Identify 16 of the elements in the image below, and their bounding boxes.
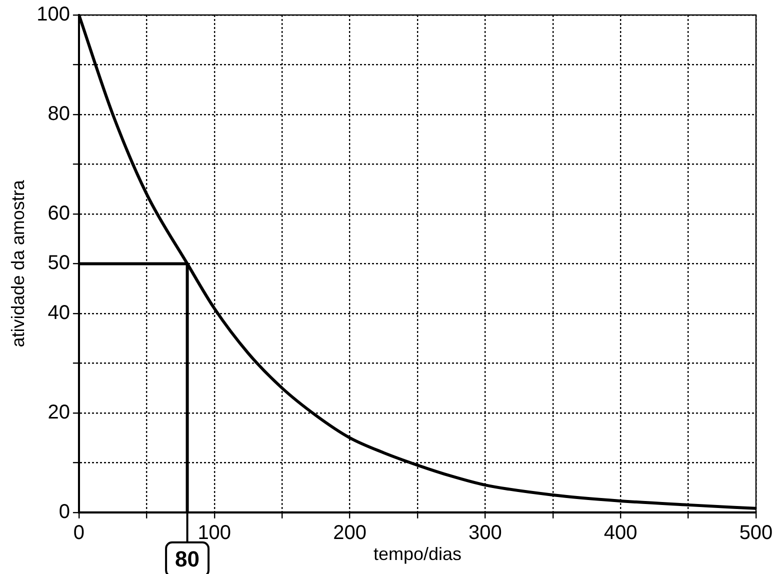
y-tick-label: 100 [36,4,70,26]
y-tick-label: 40 [48,302,70,324]
x-tick-label: 0 [73,522,85,544]
y-tick-label: 20 [48,401,70,424]
x-tick-label: 500 [739,522,773,544]
y-tick-label: 60 [48,202,70,224]
y-tick-label: 0 [58,500,70,523]
y-tick-label: 50 [48,252,70,274]
x-tick-label: 100 [198,522,232,544]
annotation: 80 [175,546,200,572]
x-tick-label: 400 [604,522,638,544]
y-tick-label: 80 [48,102,70,125]
x-tick-label: 200 [333,522,366,544]
y-axis-title: atividade da amostra [8,179,28,348]
x-tick-label: 300 [468,522,502,544]
x-axis-title: tempo/dias [373,544,462,564]
